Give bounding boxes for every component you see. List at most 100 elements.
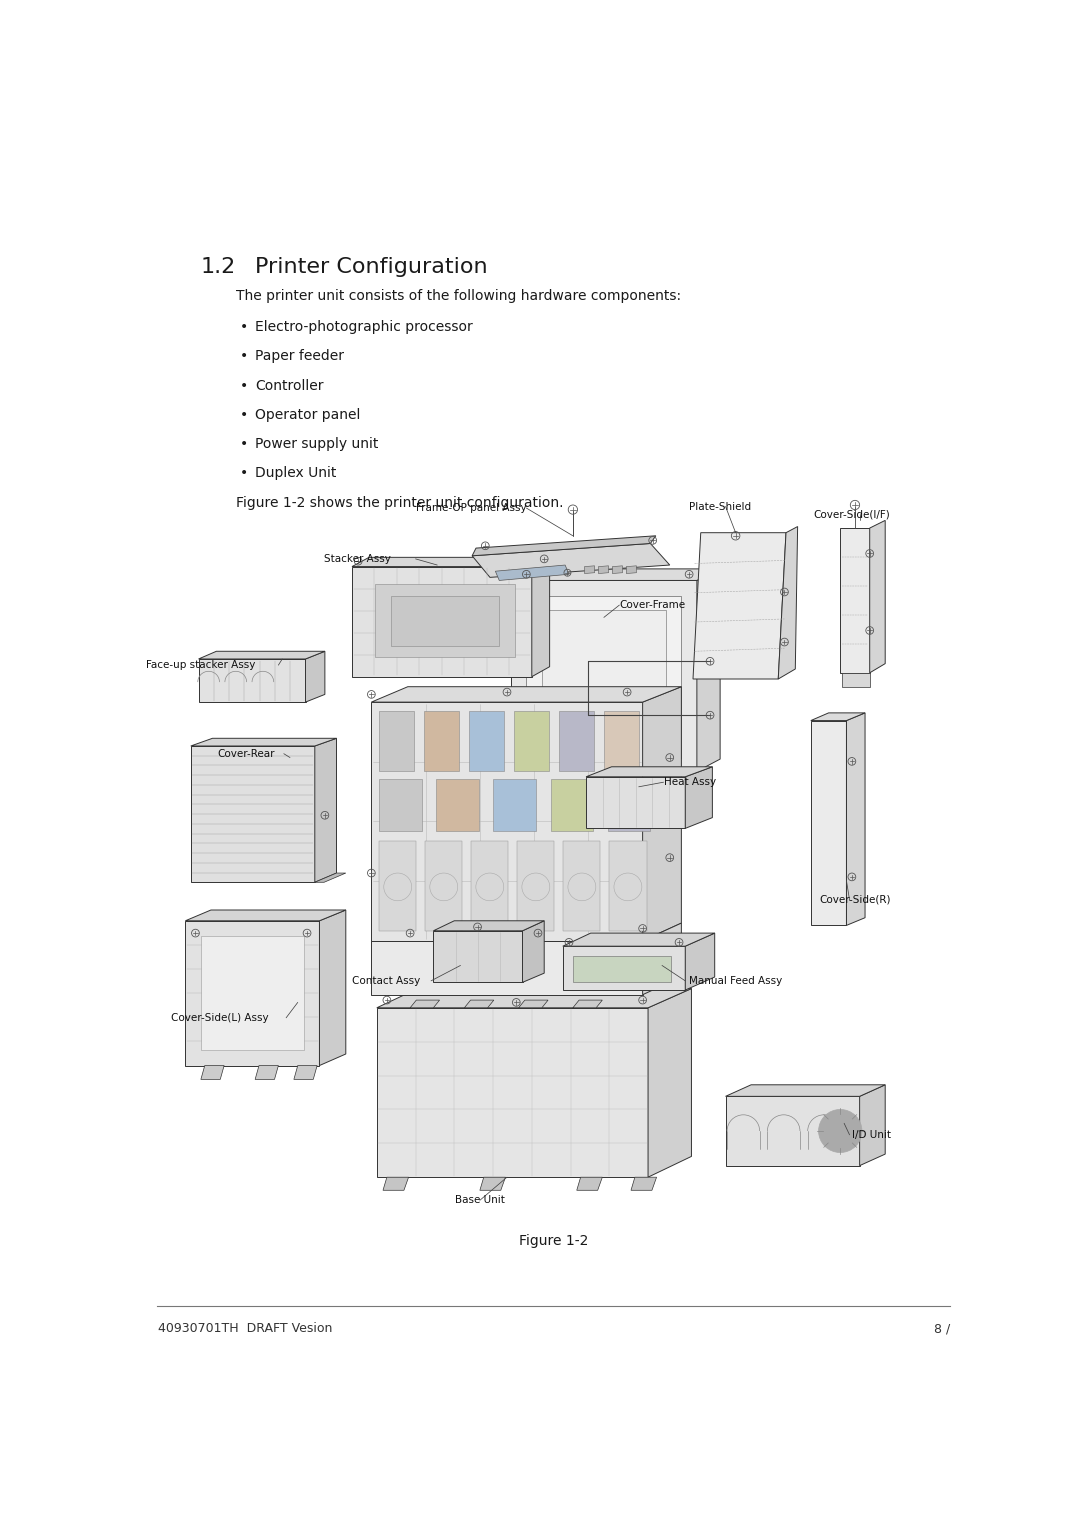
Polygon shape (199, 652, 325, 659)
Text: •: • (240, 378, 248, 392)
Polygon shape (372, 687, 681, 702)
Polygon shape (472, 543, 670, 577)
Polygon shape (255, 1065, 279, 1079)
Polygon shape (372, 702, 643, 942)
Text: Controller: Controller (255, 378, 324, 392)
Polygon shape (726, 1085, 886, 1096)
Text: Operator panel: Operator panel (255, 407, 361, 423)
Text: Figure 1-2: Figure 1-2 (518, 1235, 589, 1248)
Text: The printer unit consists of the following hardware components:: The printer unit consists of the followi… (235, 290, 680, 304)
Polygon shape (531, 557, 550, 676)
Polygon shape (377, 1007, 648, 1177)
Text: I/D Unit: I/D Unit (852, 1129, 891, 1140)
Polygon shape (352, 566, 531, 676)
Polygon shape (572, 1000, 603, 1007)
Polygon shape (314, 873, 346, 882)
Polygon shape (577, 1177, 603, 1190)
Text: Stacker Assy: Stacker Assy (324, 554, 391, 565)
Polygon shape (306, 652, 325, 702)
Polygon shape (869, 520, 886, 673)
Polygon shape (559, 711, 594, 772)
Polygon shape (352, 557, 550, 566)
Polygon shape (517, 841, 554, 931)
Polygon shape (186, 920, 320, 1065)
Polygon shape (379, 780, 422, 830)
Polygon shape (643, 923, 681, 995)
Polygon shape (626, 566, 636, 574)
Polygon shape (294, 1065, 318, 1079)
Polygon shape (383, 1177, 408, 1190)
Polygon shape (375, 584, 515, 658)
Polygon shape (372, 942, 643, 995)
Polygon shape (424, 711, 459, 772)
Polygon shape (523, 920, 544, 983)
Text: Cover-Side(I/F): Cover-Side(I/F) (814, 510, 891, 519)
Text: 1.2: 1.2 (201, 256, 237, 278)
Polygon shape (379, 711, 414, 772)
Polygon shape (379, 841, 416, 931)
Polygon shape (464, 1000, 494, 1007)
Polygon shape (563, 932, 715, 946)
Polygon shape (693, 533, 786, 679)
Polygon shape (572, 957, 672, 983)
Polygon shape (860, 1085, 886, 1166)
Polygon shape (726, 1096, 860, 1166)
Polygon shape (471, 841, 509, 931)
Text: Frame-OP panel Assy: Frame-OP panel Assy (416, 504, 526, 513)
Polygon shape (410, 1000, 440, 1007)
Polygon shape (685, 932, 715, 990)
Polygon shape (841, 673, 869, 687)
Polygon shape (609, 841, 647, 931)
Polygon shape (811, 720, 847, 925)
Text: Base Unit: Base Unit (455, 1195, 504, 1206)
Polygon shape (191, 739, 337, 746)
Polygon shape (526, 595, 681, 757)
Polygon shape (314, 739, 337, 882)
Polygon shape (586, 766, 713, 777)
Text: Heat Assy: Heat Assy (663, 777, 716, 787)
Polygon shape (199, 659, 306, 702)
Text: Paper feeder: Paper feeder (255, 349, 345, 363)
Text: Cover-Side(L) Assy: Cover-Side(L) Assy (171, 1013, 268, 1022)
Text: Cover-Rear: Cover-Rear (217, 749, 274, 758)
Polygon shape (496, 565, 569, 580)
Text: Printer Configuration: Printer Configuration (255, 256, 488, 278)
Polygon shape (608, 780, 650, 830)
Polygon shape (612, 566, 622, 574)
Text: Manual Feed Assy: Manual Feed Assy (689, 975, 782, 986)
Polygon shape (811, 713, 865, 720)
Polygon shape (433, 920, 544, 931)
Text: •: • (240, 349, 248, 363)
Text: 8 /: 8 / (934, 1323, 950, 1335)
Polygon shape (648, 989, 691, 1177)
Polygon shape (186, 909, 346, 920)
Polygon shape (201, 1065, 225, 1079)
Polygon shape (847, 713, 865, 925)
Polygon shape (685, 766, 713, 829)
Polygon shape (584, 566, 595, 574)
Polygon shape (480, 1177, 505, 1190)
Polygon shape (697, 569, 720, 772)
Text: 40930701TH  DRAFT Vesion: 40930701TH DRAFT Vesion (159, 1323, 333, 1335)
Text: •: • (240, 467, 248, 481)
Polygon shape (436, 780, 478, 830)
Polygon shape (469, 711, 504, 772)
Polygon shape (586, 777, 685, 829)
Polygon shape (377, 989, 691, 1007)
Circle shape (819, 1109, 862, 1152)
Polygon shape (598, 566, 608, 574)
Polygon shape (472, 536, 656, 555)
Polygon shape (201, 935, 303, 1050)
Polygon shape (433, 931, 523, 983)
Text: Power supply unit: Power supply unit (255, 438, 378, 452)
Polygon shape (604, 711, 638, 772)
Text: Figure 1-2 shows the printer unit configuration.: Figure 1-2 shows the printer unit config… (235, 496, 564, 510)
Polygon shape (840, 528, 869, 673)
Text: Duplex Unit: Duplex Unit (255, 467, 337, 481)
Text: Cover-Frame: Cover-Frame (619, 600, 686, 610)
Polygon shape (518, 1000, 548, 1007)
Text: Electro-photographic processor: Electro-photographic processor (255, 320, 473, 334)
Text: Cover-Side(R): Cover-Side(R) (819, 894, 891, 905)
Text: •: • (240, 320, 248, 334)
Polygon shape (542, 610, 666, 743)
